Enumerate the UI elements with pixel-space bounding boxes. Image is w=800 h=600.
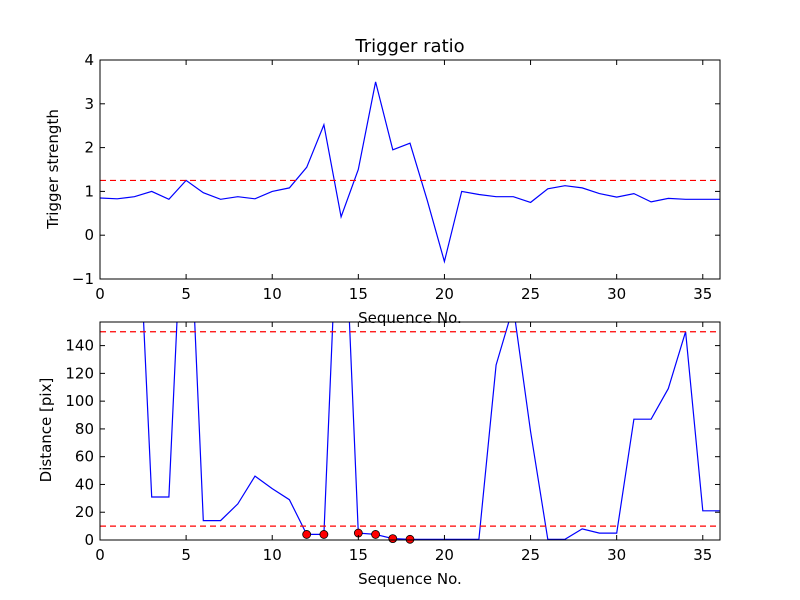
y-tick-label: 3	[84, 95, 94, 113]
x-axis-label: Sequence No.	[358, 309, 462, 327]
data-point-marker	[405, 534, 415, 544]
y-tick-label: 100	[65, 392, 94, 410]
data-layer	[100, 81, 720, 264]
x-tick-label: 15	[349, 285, 368, 303]
data-point-marker	[302, 530, 312, 539]
y-tick-label: 2	[84, 139, 94, 157]
y-tick-label: 60	[75, 448, 94, 466]
y-tick-label: 140	[65, 337, 94, 355]
x-tick-label: 10	[263, 546, 282, 564]
x-tick-label: 30	[607, 285, 626, 303]
y-tick-label: 80	[75, 420, 94, 438]
y-tick-label: 120	[65, 364, 94, 382]
y-tick-label: 1	[84, 182, 94, 200]
y-tick-label: 4	[84, 51, 94, 69]
chart-title: Trigger ratio	[354, 36, 464, 57]
data-point-marker	[319, 530, 329, 539]
series-line	[100, 81, 720, 264]
x-tick-label: 25	[521, 285, 540, 303]
x-tick-label: 35	[693, 285, 712, 303]
distance-chart: 0 5 10 15 20 25 30 35 0 20 40 60 80 100 120 140 Sequenc…	[37, 321, 721, 588]
x-axis-label: Sequence No.	[358, 570, 462, 588]
x-tick-label: 20	[435, 285, 454, 303]
plot-area	[99, 59, 721, 280]
x-tick-label: 5	[181, 546, 191, 564]
x-tick-label: 5	[181, 285, 191, 303]
y-tick-label: 0	[84, 226, 94, 244]
x-tick-label: 35	[693, 546, 712, 564]
x-tick-label: 30	[607, 546, 626, 564]
y-tick-label: 20	[75, 503, 94, 521]
plot-frame	[99, 59, 721, 280]
y-axis-label: Distance [pix]	[37, 378, 55, 483]
plot-area	[99, 321, 721, 544]
series-line	[142, 322, 720, 540]
data-layer	[100, 322, 720, 540]
tick-labels: 0 5 10 15 20 25 30 35 0 20 40 60 80 100 120 140	[65, 322, 720, 564]
x-tick-label: 0	[95, 285, 105, 303]
data-point-marker	[388, 534, 398, 544]
x-tick-label: 15	[349, 546, 368, 564]
x-tick-label: 25	[521, 546, 540, 564]
data-point-marker	[371, 530, 380, 539]
x-tick-label: 10	[263, 285, 282, 303]
plot-frame	[99, 321, 721, 541]
y-axis-label: Trigger strength	[44, 109, 62, 230]
y-tick-label: −1	[72, 270, 94, 288]
y-tick-label: 40	[75, 475, 94, 493]
x-tick-label: 0	[95, 546, 105, 564]
x-tick-label: 20	[435, 546, 454, 564]
y-tick-label: 0	[84, 531, 94, 549]
